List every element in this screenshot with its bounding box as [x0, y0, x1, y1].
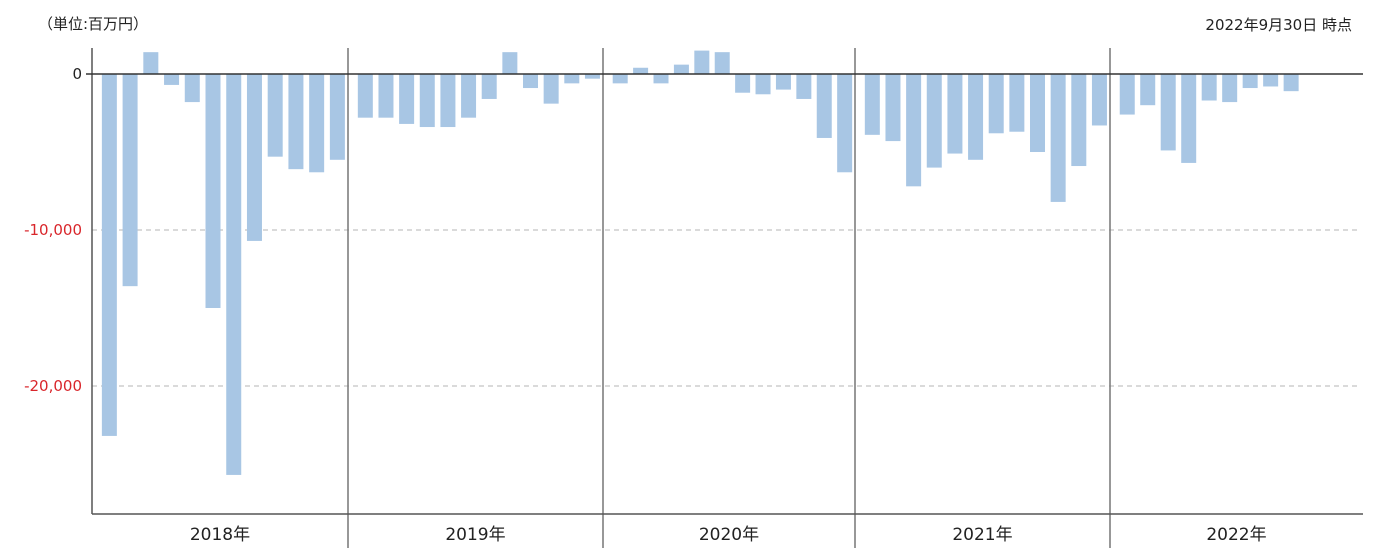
- bar: [694, 50, 710, 74]
- axis-labels: 0 -10,000 -20,000 2018年 2019年 2020年 2021年 2022年: [24, 65, 1267, 545]
- x-category-label: 2022年: [1206, 525, 1266, 545]
- bar: [1030, 74, 1046, 152]
- x-category-label: 2021年: [952, 525, 1012, 545]
- bar: [1263, 74, 1279, 87]
- bar: [612, 74, 628, 84]
- bar: [378, 74, 394, 118]
- bar: [1222, 74, 1238, 103]
- bar: [968, 74, 984, 160]
- bar: [864, 74, 880, 135]
- bar: [288, 74, 304, 170]
- grid-lines: [92, 229, 1358, 387]
- bar: [440, 74, 456, 128]
- bar: [543, 74, 559, 104]
- x-category-label: 2019年: [445, 525, 505, 545]
- x-category-label: 2020年: [699, 525, 759, 545]
- bar: [399, 74, 415, 124]
- bar: [1181, 74, 1197, 163]
- bar: [1009, 74, 1025, 132]
- bar: [122, 74, 138, 287]
- bar: [101, 74, 117, 436]
- y-tick-label: -20,000: [24, 377, 82, 395]
- y-tick-label: -10,000: [24, 221, 82, 239]
- bar: [755, 74, 771, 95]
- bar: [502, 52, 518, 74]
- bar: [885, 74, 901, 142]
- bar: [633, 67, 649, 74]
- bar: [947, 74, 963, 154]
- bar: [1050, 74, 1066, 202]
- x-category-label: 2018年: [190, 525, 250, 545]
- bar: [796, 74, 812, 99]
- bar: [775, 74, 791, 90]
- bar: [906, 74, 922, 187]
- bar: [309, 74, 325, 173]
- bar: [481, 74, 497, 99]
- bar: [564, 74, 580, 84]
- bar: [735, 74, 751, 93]
- bar: [1242, 74, 1258, 89]
- bar: [816, 74, 832, 138]
- unit-label: （単位:百万円）: [38, 15, 149, 33]
- bar: [246, 74, 262, 241]
- y-tick-label: 0: [72, 65, 82, 83]
- bar: [1283, 74, 1299, 92]
- bar: [226, 74, 242, 475]
- bar: [1201, 74, 1217, 101]
- bar: [1091, 74, 1107, 126]
- bar: [419, 74, 435, 128]
- bar: [205, 74, 221, 308]
- bar: [653, 74, 669, 84]
- bars: [101, 50, 1299, 475]
- bar: [1140, 74, 1156, 106]
- bar: [673, 64, 689, 74]
- bar: [714, 52, 730, 74]
- bar: [1160, 74, 1176, 151]
- bar: [1071, 74, 1087, 167]
- bar: [164, 74, 180, 85]
- bar: [267, 74, 283, 157]
- bar: [1119, 74, 1135, 115]
- bar: [329, 74, 345, 160]
- bar: [143, 52, 159, 74]
- bar: [837, 74, 853, 173]
- bar: [461, 74, 477, 118]
- axes: [86, 48, 1363, 548]
- bar: [988, 74, 1004, 134]
- as-of-date-label: 2022年9月30日 時点: [1205, 16, 1352, 34]
- bar: [357, 74, 373, 118]
- bar: [584, 74, 600, 79]
- bar: [523, 74, 539, 89]
- bar: [926, 74, 942, 168]
- bar: [184, 74, 200, 103]
